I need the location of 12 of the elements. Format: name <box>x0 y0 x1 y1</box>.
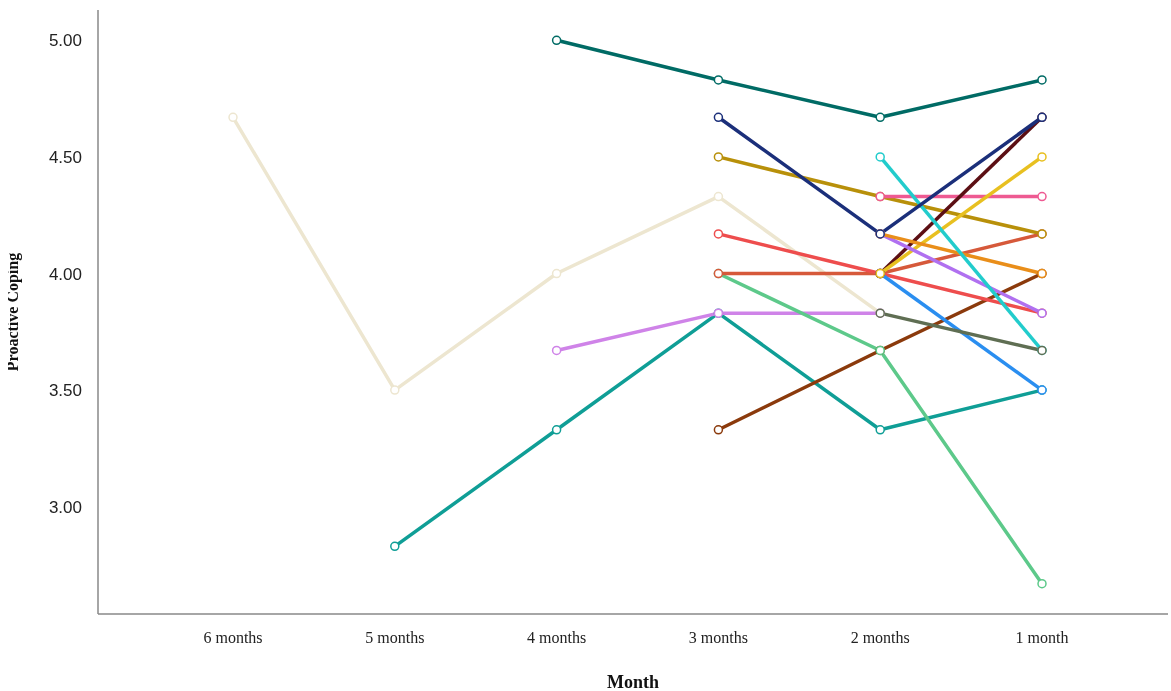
x-tick-label: 5 months <box>365 629 425 647</box>
y-tick-label: 5.00 <box>48 31 82 51</box>
y-tick-label: 4.00 <box>48 264 82 284</box>
x-tick-label: 6 months <box>203 629 263 647</box>
y-tick-label: 3.00 <box>48 497 82 517</box>
x-tick-label: 2 months <box>850 629 910 647</box>
x-axis-title: Month <box>606 672 660 691</box>
x-tick-label: 4 months <box>527 629 587 647</box>
y-tick-label: 4.50 <box>48 147 82 167</box>
x-tick-label: 1 month <box>1015 629 1069 647</box>
x-tick-label: 3 months <box>688 629 748 647</box>
y-tick-label: 3.50 <box>48 381 82 401</box>
